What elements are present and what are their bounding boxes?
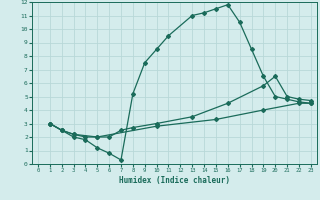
X-axis label: Humidex (Indice chaleur): Humidex (Indice chaleur)	[119, 176, 230, 185]
